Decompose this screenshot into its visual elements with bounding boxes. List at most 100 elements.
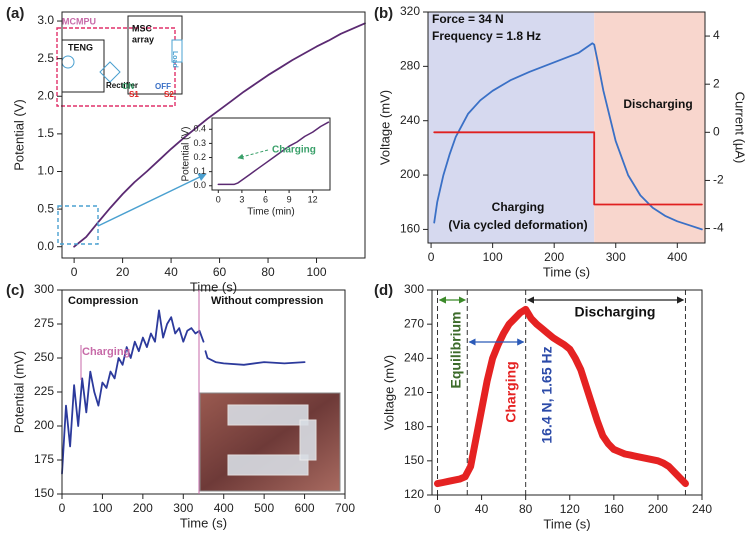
y-axis-label: Potential (V) (11, 99, 26, 171)
x-tick-label: 3 (239, 195, 244, 205)
y-tick-label: 0.1 (193, 166, 206, 176)
annotation: Charging (503, 361, 519, 422)
diagram-label: MCMPU (62, 16, 96, 26)
y-tick-label: 200 (34, 418, 54, 432)
y-tick-label: 0.3 (193, 138, 206, 148)
data-line (434, 305, 689, 488)
y2-tick-label: 4 (713, 28, 720, 42)
y-tick-label: 1.5 (37, 126, 54, 140)
y-tick-label: 0.0 (37, 239, 54, 253)
teng-icon (61, 55, 75, 69)
data-line (433, 131, 703, 206)
x-axis-label: Time (s) (543, 265, 590, 280)
x-tick-label: 240 (692, 502, 712, 516)
y-tick-label: 200 (400, 167, 420, 181)
x-tick-label: 40 (475, 502, 489, 516)
x-tick-label: 700 (335, 501, 355, 515)
x-tick-label: 400 (214, 501, 234, 515)
y2-tick-label: 0 (713, 124, 720, 138)
diagram-label: S1 (129, 90, 139, 99)
x-tick-label: 0 (434, 502, 441, 516)
annotation: Without compression (211, 295, 324, 307)
y-tick-label: 2.0 (37, 88, 54, 102)
panel: 0 3 6 9 12 0.0 0.1 0.2 0.3 0.4 Time (min) Potential… (181, 117, 331, 218)
x-tick-label: 160 (604, 502, 624, 516)
x-tick-label: 100 (483, 250, 503, 264)
y-tick-label: 0.0 (193, 180, 206, 190)
data-line (433, 42, 703, 231)
diagram-label: TENG (68, 42, 93, 52)
x-axis-label: Time (s) (190, 280, 237, 295)
diagram-label: MSC (132, 23, 153, 33)
y-tick-label: 3.0 (37, 13, 54, 27)
data-line (73, 22, 366, 248)
y2-tick-label: -4 (713, 221, 724, 235)
y-tick-label: 250 (34, 350, 54, 364)
x-tick-label: 600 (295, 501, 315, 515)
x-tick-label: 80 (261, 265, 275, 279)
diagram-label: Rectifier (106, 81, 138, 90)
x-axis-label: Time (s) (180, 516, 227, 531)
y-axis-label: Potential (V) (181, 126, 192, 181)
x-tick-label: 200 (133, 501, 153, 515)
x-axis-label: Time (min) (247, 207, 294, 218)
x-tick-label: 80 (519, 502, 533, 516)
x-tick-label: 20 (116, 265, 130, 279)
annotation: Discharging (575, 304, 656, 320)
diagram-label: array (132, 34, 154, 44)
shaded-region (428, 12, 595, 243)
y-axis-label: Potential (mV) (11, 351, 26, 433)
x-tick-label: 6 (263, 195, 268, 205)
y-tick-label: 320 (400, 4, 420, 18)
x-tick-label: 60 (213, 265, 227, 279)
y-tick-label: 0.2 (193, 152, 206, 162)
x-tick-label: 200 (544, 250, 564, 264)
x-tick-label: 300 (606, 250, 626, 264)
zoom-arrow (97, 173, 207, 227)
panel: 0 100 200 300 400 160 200 240 280 320 -4 -2 0 2 4 Time … (374, 4, 748, 279)
panel: 0 40 80 120 160 200 240 120 150 180 210 240 270 300 Ti… (374, 282, 712, 532)
y-tick-label: 0.4 (193, 124, 206, 134)
y-tick-label: 1.0 (37, 164, 54, 178)
diagram-label: OFF (155, 82, 171, 91)
panel-label: (a) (6, 5, 24, 22)
shaded-region (594, 12, 705, 243)
panel-label: (c) (6, 282, 24, 299)
y-tick-label: 2.5 (37, 51, 54, 65)
x-tick-label: 12 (308, 195, 318, 205)
inset-background (212, 118, 330, 190)
x-tick-label: 100 (92, 501, 112, 515)
y-tick-label: 300 (34, 282, 54, 296)
annotation: Charging (82, 346, 130, 358)
y-tick-label: 210 (404, 385, 424, 399)
plot-frame (211, 117, 331, 191)
x-axis-label: Time (s) (543, 517, 590, 532)
x-tick-label: 120 (560, 502, 580, 516)
photo-device (299, 419, 317, 461)
y2-axis-label: Current (µA) (733, 92, 748, 164)
y-tick-label: 0.5 (37, 201, 54, 215)
x-tick-label: 40 (164, 265, 178, 279)
annotation: Force = 34 N (432, 12, 504, 26)
y-tick-label: 275 (34, 316, 54, 330)
x-tick-label: 300 (173, 501, 193, 515)
diagram-label: ON (122, 82, 134, 91)
panel: 0 100 200 300 400 500 600 700 150 175 200 225 250 275… (6, 282, 355, 531)
annotation: Frequency = 1.8 Hz (432, 29, 541, 43)
x-tick-label: 400 (667, 250, 687, 264)
y-tick-label: 270 (404, 316, 424, 330)
plot-frame (61, 11, 366, 259)
x-tick-label: 9 (287, 195, 292, 205)
y-tick-label: 240 (404, 351, 424, 365)
y-tick-label: 175 (34, 452, 54, 466)
y-tick-label: 180 (404, 419, 424, 433)
y-axis-label: Voltage (mV) (381, 355, 396, 430)
y2-tick-label: 2 (713, 76, 720, 90)
photo-device (227, 454, 309, 476)
annotation: 16.4 N, 1.65 Hz (539, 346, 555, 443)
annotation: Equilibrium (448, 312, 464, 389)
zoom-box (57, 205, 99, 245)
